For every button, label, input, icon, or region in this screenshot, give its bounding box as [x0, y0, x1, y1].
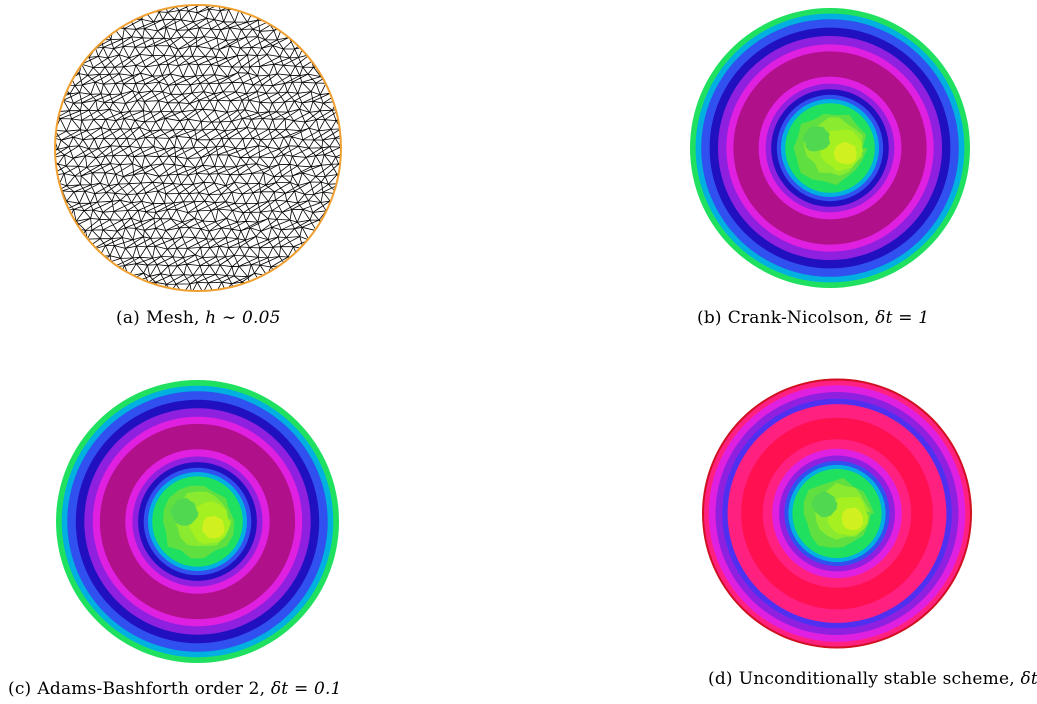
field-plot-crank-nicolson	[688, 7, 972, 289]
mesh-plot	[52, 2, 344, 294]
field-svg	[702, 378, 972, 649]
field-center-blob	[811, 491, 838, 518]
field-center-blob	[802, 126, 831, 152]
field-plot-adams-bashforth	[55, 379, 340, 664]
field-svg	[690, 8, 970, 288]
mesh-svg	[54, 4, 342, 292]
field-center-blob	[202, 515, 225, 539]
field-bands	[702, 378, 972, 649]
caption-math: δt = 0.1	[270, 679, 342, 699]
caption-math: δt = 1	[875, 308, 930, 328]
field-center-blob	[841, 507, 864, 531]
field-center-blob	[833, 142, 857, 165]
caption-b: (b) Crank-Nicolson, δt = 1	[697, 308, 929, 328]
caption-math: h ∼ 0.05	[205, 308, 281, 328]
caption-text: Adams-Bashforth order 2,	[37, 679, 271, 699]
field-svg	[56, 380, 339, 663]
caption-d: (d)Unconditionally stable scheme, δt = 2	[708, 669, 1037, 689]
caption-text: Unconditionally stable scheme,	[738, 669, 1021, 689]
caption-label: (d)	[708, 669, 733, 689]
caption-label: (c)	[8, 679, 32, 699]
field-plot-unconditionally-stable	[701, 377, 973, 650]
field-center-blob	[170, 498, 199, 526]
caption-label: (a)	[116, 308, 140, 328]
caption-c: (c) Adams-Bashforth order 2, δt = 0.1	[8, 679, 342, 699]
caption-a: (a) Mesh, h ∼ 0.05	[116, 308, 281, 328]
mesh-edges	[55, 5, 341, 291]
caption-text: Crank-Nicolson,	[727, 308, 876, 328]
caption-text: Mesh,	[146, 308, 206, 328]
caption-label: (b)	[697, 308, 722, 328]
mesh-boundary	[54, 4, 342, 292]
field-bands	[56, 380, 339, 663]
caption-math: δt = 2	[1020, 669, 1037, 689]
field-bands	[690, 8, 970, 288]
